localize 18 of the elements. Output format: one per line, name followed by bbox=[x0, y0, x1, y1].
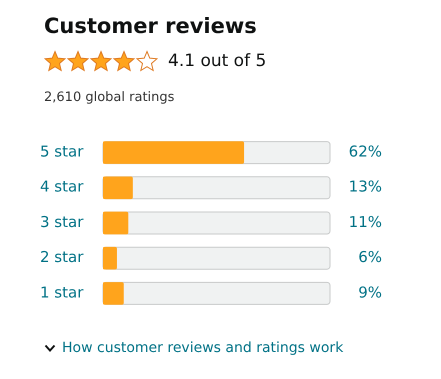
y-tick-label: 4 star bbox=[40, 178, 84, 196]
data-label: 9% bbox=[358, 283, 382, 302]
data-label: 6% bbox=[358, 248, 382, 266]
text: How customer reviews and ratings work bbox=[62, 340, 344, 356]
chart-subtitle: 4.1 out of 5 bbox=[168, 51, 266, 71]
text: 2,610 global ratings bbox=[44, 90, 174, 105]
bar bbox=[103, 212, 128, 234]
bar bbox=[103, 176, 133, 200]
data-label: 11% bbox=[348, 212, 382, 231]
y-tick-label: 2 star bbox=[40, 248, 84, 266]
data-label: 13% bbox=[348, 178, 382, 196]
y-tick-label: 5 star bbox=[40, 142, 84, 160]
chart-title: Customer reviews bbox=[44, 14, 257, 38]
y-tick-label: 3 star bbox=[40, 212, 84, 231]
bar bbox=[103, 282, 124, 305]
bar bbox=[103, 246, 117, 270]
data-label: 62% bbox=[348, 142, 382, 160]
y-tick-label: 1 star bbox=[40, 283, 84, 302]
